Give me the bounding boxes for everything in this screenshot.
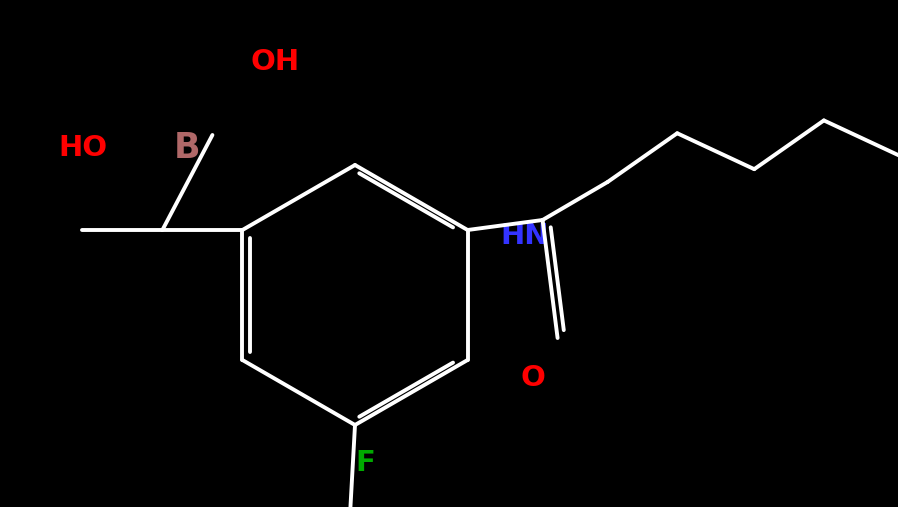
- Text: O: O: [521, 364, 545, 392]
- Text: B: B: [173, 131, 200, 165]
- Text: F: F: [355, 449, 375, 477]
- Text: OH: OH: [250, 48, 299, 76]
- Text: HN: HN: [500, 222, 549, 250]
- Text: HO: HO: [58, 134, 107, 162]
